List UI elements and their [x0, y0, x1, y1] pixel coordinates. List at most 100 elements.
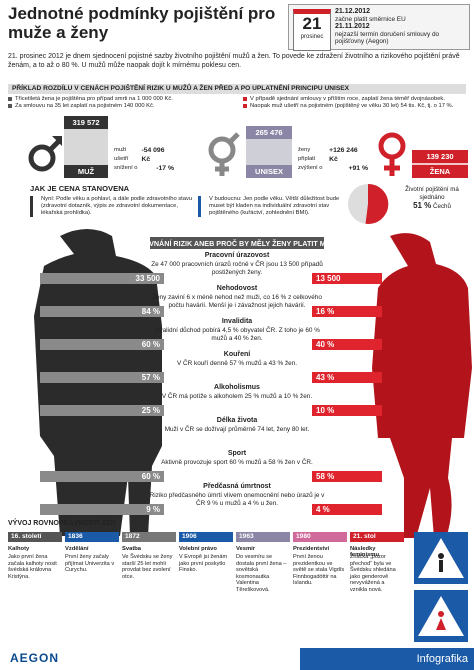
women-pct-label: zvýšení o	[298, 165, 323, 171]
comparison-title: SROVNÁNÍ RIZIK ANEB PROČ BY MĚLY ŽENY PL…	[133, 239, 341, 248]
timeline-year: 21. stol	[350, 532, 404, 542]
timeline-text: Do vesmíru se dostala první žena – sovět…	[236, 554, 287, 593]
women-change: +126 246 Kč	[329, 147, 358, 163]
item-text: Ze 47 000 pracovních úrazů ročně v ČR js…	[151, 261, 323, 276]
crossing-signs	[414, 532, 468, 642]
item-title: Invalidita	[221, 318, 253, 325]
unisex-symbol	[208, 132, 240, 176]
timeline-topic: Prezidentství	[293, 546, 330, 552]
item-text: Aktivně provozuje sport 60 % mužů a 58 %…	[161, 459, 313, 466]
men-bar: 60 %	[40, 339, 164, 350]
timeline-text: Jako první žena začala kalhoty nosit švé…	[8, 554, 57, 580]
timeline-topic: Následky feminismu	[350, 546, 379, 558]
example-note: V případě sjednání smlouvy v příštím roc…	[243, 96, 468, 103]
stat-box: Životní pojištění má sjednáno 51 % Čechů	[394, 186, 470, 211]
timeline-topic: Vzdělání	[65, 546, 89, 552]
stat-text: Životní pojištění má sjednáno	[405, 186, 459, 201]
item-text: V ČR kouří denně 57 % mužů a 43 % žen.	[176, 360, 298, 367]
date-box: 21 prosinec 21.12.2012 začne platit směrn…	[288, 4, 470, 51]
men-savings: muži ušetří -54 096 Kč snížení o -17 %	[114, 146, 174, 173]
example-note: Za smlouvu na 35 let zaplatí na pojistné…	[8, 103, 233, 110]
pricing-title: JAK JE CENA STANOVENA	[30, 184, 130, 193]
men-change-label: muži ušetří	[114, 147, 129, 162]
calendar-month: prosinec	[300, 34, 324, 40]
male-symbol	[28, 138, 62, 172]
item-title: Předčasná úmrtnost	[203, 483, 271, 490]
men-bar: 84 %	[40, 306, 164, 317]
calendar-day: 21	[302, 14, 322, 33]
timeline-year: 1963	[236, 532, 290, 542]
timeline-topic: Vesmír	[236, 546, 256, 552]
women-value: 139 230	[412, 150, 468, 163]
example-title: PŘÍKLAD ROZDÍLU V CENÁCH POJIŠTĚNÍ RIZIK…	[8, 84, 466, 94]
woman-silhouette	[372, 233, 472, 538]
unisex-value: 265 476	[246, 126, 292, 139]
item-title: Pracovní úrazovost	[204, 252, 270, 259]
women-bar: 16 %	[312, 306, 382, 317]
women-column: 139 230 ŽENA	[412, 150, 468, 178]
item-text: V ČR má potíže s alkoholem 25 % mužů a 1…	[161, 393, 313, 400]
men-label: MUŽ	[64, 165, 108, 178]
men-bar: 9 %	[40, 504, 164, 515]
example-note: Třicetiletá žena je pojištěna pro případ…	[8, 96, 233, 103]
item-text: Riziko předčasného úmrtí vlivem onemocně…	[149, 492, 325, 507]
footer-label: Infografika	[300, 648, 474, 670]
item-text: Muži v ČR se dožívají průměrně 74 let, ž…	[164, 426, 310, 433]
timeline-text: Ve Švédsku se ženy starší 25 let mohli p…	[122, 554, 173, 580]
brand: AEGON	[10, 651, 60, 665]
example-notes: Třicetiletá žena je pojištěna pro případ…	[8, 96, 468, 110]
women-bar: 13 500	[312, 273, 382, 284]
note-date: 21.11.2012	[335, 23, 370, 31]
unisex-column: 265 476 UNISEX	[246, 126, 292, 178]
calendar-icon: 21 prosinec	[293, 9, 331, 51]
item-title: Alkoholismus	[214, 384, 260, 391]
male-arrow	[52, 136, 62, 146]
timeline-topic: Kalhoty	[8, 546, 30, 552]
date-note: 21.12.2012 začne platit směrnice EU	[335, 8, 467, 23]
stat-icon	[348, 183, 389, 224]
men-pct: -17 %	[156, 165, 174, 172]
men-value: 319 572	[64, 116, 108, 129]
note-date: 21.12.2012	[335, 8, 371, 15]
men-bar: 25 %	[40, 405, 164, 416]
item-title: Nehodovost	[216, 285, 258, 292]
women-bar: 40 %	[312, 339, 382, 350]
example-note: Naopak muž ušetří na pojistném (pojištěn…	[243, 103, 468, 110]
date-note: 21.11.2012 nejzazší termín doručení smlou…	[335, 23, 467, 46]
women-pct: +91 %	[348, 165, 368, 172]
men-column: 319 572 MUŽ	[64, 116, 108, 178]
pricing-future: V budoucnu: Jen podle věku. Větší důleži…	[198, 196, 349, 217]
timeline-year: 1906	[179, 532, 233, 542]
comparison-bg	[150, 237, 324, 249]
timeline-year: 1836	[65, 532, 119, 542]
women-bar: 58 %	[312, 471, 382, 482]
women-bar: 10 %	[312, 405, 382, 416]
women-label: ŽENA	[412, 165, 468, 178]
timeline-year: 1980	[293, 532, 347, 542]
women-surcharge: ženy připlatí +126 246 Kč zvýšení o +91 %	[298, 146, 368, 173]
women-bar: 4 %	[312, 504, 382, 515]
page-title: Jednotné podmínky pojištění pro muže a ž…	[8, 4, 276, 42]
timeline-year: 1872	[122, 532, 176, 542]
timeline-topic: Volební právo	[179, 546, 217, 552]
gender-symbols	[28, 132, 406, 176]
date-notes: 21.12.2012 začne platit směrnice EU 21.11.…	[335, 8, 467, 46]
men-bar: 33 500	[40, 273, 164, 284]
timeline-text: První ženy začaly přijímat Univerzita v …	[65, 554, 115, 574]
timeline-topic: Svatba	[122, 546, 142, 552]
note-text: začne platit směrnice EU	[335, 15, 406, 23]
unisex-label: UNISEX	[246, 165, 292, 178]
timeline-year: 16. století	[8, 532, 62, 542]
women-change-label: ženy připlatí	[298, 147, 316, 162]
timeline-text: Značka „pozor přechod“ byla ve Švédsku s…	[350, 554, 396, 593]
stat-value: 51 %	[413, 201, 432, 210]
timeline-text: V Evropě jsi ženám jako první poskytlo F…	[179, 554, 228, 574]
women-bar: 43 %	[312, 372, 382, 383]
pricing-now: Nyní: Podle věku a pohlaví, a dále podle…	[30, 196, 201, 217]
note-text: nejzazší termín doručení smlouvy do poji…	[335, 30, 440, 46]
men-bar: 60 %	[40, 471, 164, 482]
intro-text: 21. prosinec 2012 je dnem sjednocení poj…	[8, 53, 460, 69]
stat-unit: Čechů	[433, 203, 451, 210]
men-pct-label: snížení o	[114, 165, 138, 171]
item-title: Délka života	[216, 417, 258, 424]
